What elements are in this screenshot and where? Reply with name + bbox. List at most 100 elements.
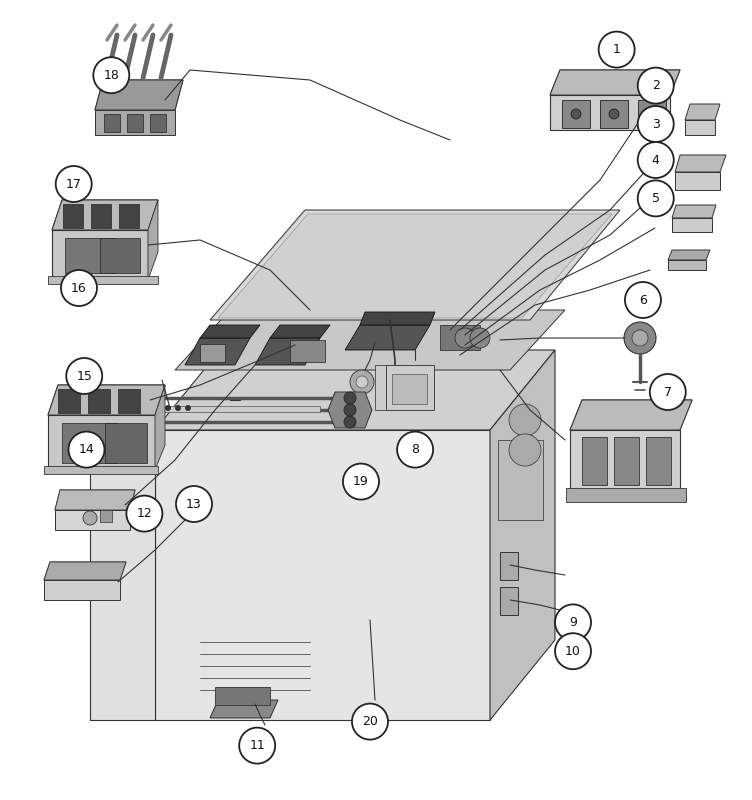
FancyBboxPatch shape [160,406,320,412]
Circle shape [239,728,275,763]
Polygon shape [210,700,278,718]
Polygon shape [570,430,680,490]
Text: 7: 7 [664,386,672,398]
Polygon shape [218,214,612,318]
Text: 19: 19 [353,475,368,488]
Polygon shape [48,276,158,284]
Circle shape [555,634,591,669]
Circle shape [344,392,356,404]
FancyBboxPatch shape [100,238,140,273]
Circle shape [625,282,661,318]
FancyBboxPatch shape [290,340,325,362]
Text: 6: 6 [639,294,647,306]
Polygon shape [95,80,183,110]
Polygon shape [48,385,165,415]
Polygon shape [44,562,126,580]
Circle shape [176,486,212,522]
Polygon shape [55,490,135,510]
Polygon shape [44,580,120,600]
FancyBboxPatch shape [119,204,139,228]
Polygon shape [148,200,158,280]
Polygon shape [490,350,555,720]
Polygon shape [185,338,250,365]
Circle shape [599,31,635,68]
Polygon shape [570,400,692,430]
FancyBboxPatch shape [105,423,147,463]
Circle shape [470,328,490,348]
FancyBboxPatch shape [638,100,666,128]
Polygon shape [570,400,692,430]
Circle shape [509,404,541,436]
Circle shape [352,704,388,739]
Polygon shape [55,490,135,510]
Polygon shape [200,325,260,338]
Circle shape [638,180,674,216]
Text: 10: 10 [565,645,581,658]
Circle shape [624,322,656,354]
FancyBboxPatch shape [498,440,543,520]
Polygon shape [95,80,183,110]
FancyBboxPatch shape [62,423,117,463]
FancyBboxPatch shape [200,344,225,362]
FancyBboxPatch shape [118,389,140,413]
Circle shape [647,109,657,119]
Circle shape [126,495,162,532]
Text: 8: 8 [411,443,419,456]
Polygon shape [48,415,155,470]
Circle shape [509,434,541,466]
Polygon shape [44,562,126,580]
Circle shape [350,370,374,394]
Text: 15: 15 [76,370,92,382]
Circle shape [638,142,674,178]
Polygon shape [270,325,330,338]
FancyBboxPatch shape [566,488,686,502]
Text: 2: 2 [652,79,660,92]
Text: 12: 12 [137,507,152,520]
FancyBboxPatch shape [500,552,518,580]
Circle shape [609,109,619,119]
Text: 17: 17 [65,178,82,190]
Circle shape [356,376,368,388]
Circle shape [68,432,105,467]
FancyBboxPatch shape [646,437,671,485]
Text: 11: 11 [250,739,265,752]
FancyBboxPatch shape [600,100,628,128]
Circle shape [66,358,102,394]
Circle shape [638,68,674,104]
Polygon shape [672,218,712,232]
Text: 16: 16 [71,282,86,294]
Circle shape [61,270,97,306]
Circle shape [344,404,356,416]
FancyBboxPatch shape [614,437,639,485]
Polygon shape [685,120,715,135]
FancyBboxPatch shape [58,389,80,413]
FancyBboxPatch shape [392,374,427,404]
Circle shape [632,330,648,346]
Text: 14: 14 [79,443,94,456]
Circle shape [175,405,181,411]
Circle shape [344,416,356,428]
Polygon shape [668,250,710,260]
Circle shape [56,166,92,202]
FancyBboxPatch shape [386,365,434,410]
FancyBboxPatch shape [562,100,590,128]
Polygon shape [550,70,680,95]
FancyBboxPatch shape [440,325,480,350]
Text: 18: 18 [103,69,120,82]
Polygon shape [52,200,158,230]
Text: 3: 3 [652,118,660,130]
FancyBboxPatch shape [150,114,166,132]
Polygon shape [255,338,320,365]
Circle shape [455,328,475,348]
FancyBboxPatch shape [500,587,518,615]
Text: 9: 9 [569,616,577,629]
Polygon shape [155,385,165,470]
Polygon shape [155,430,490,720]
FancyBboxPatch shape [63,204,83,228]
Polygon shape [685,104,720,120]
Polygon shape [155,350,555,430]
Circle shape [343,463,379,499]
Polygon shape [175,310,565,370]
Polygon shape [360,312,435,325]
Polygon shape [328,392,372,428]
